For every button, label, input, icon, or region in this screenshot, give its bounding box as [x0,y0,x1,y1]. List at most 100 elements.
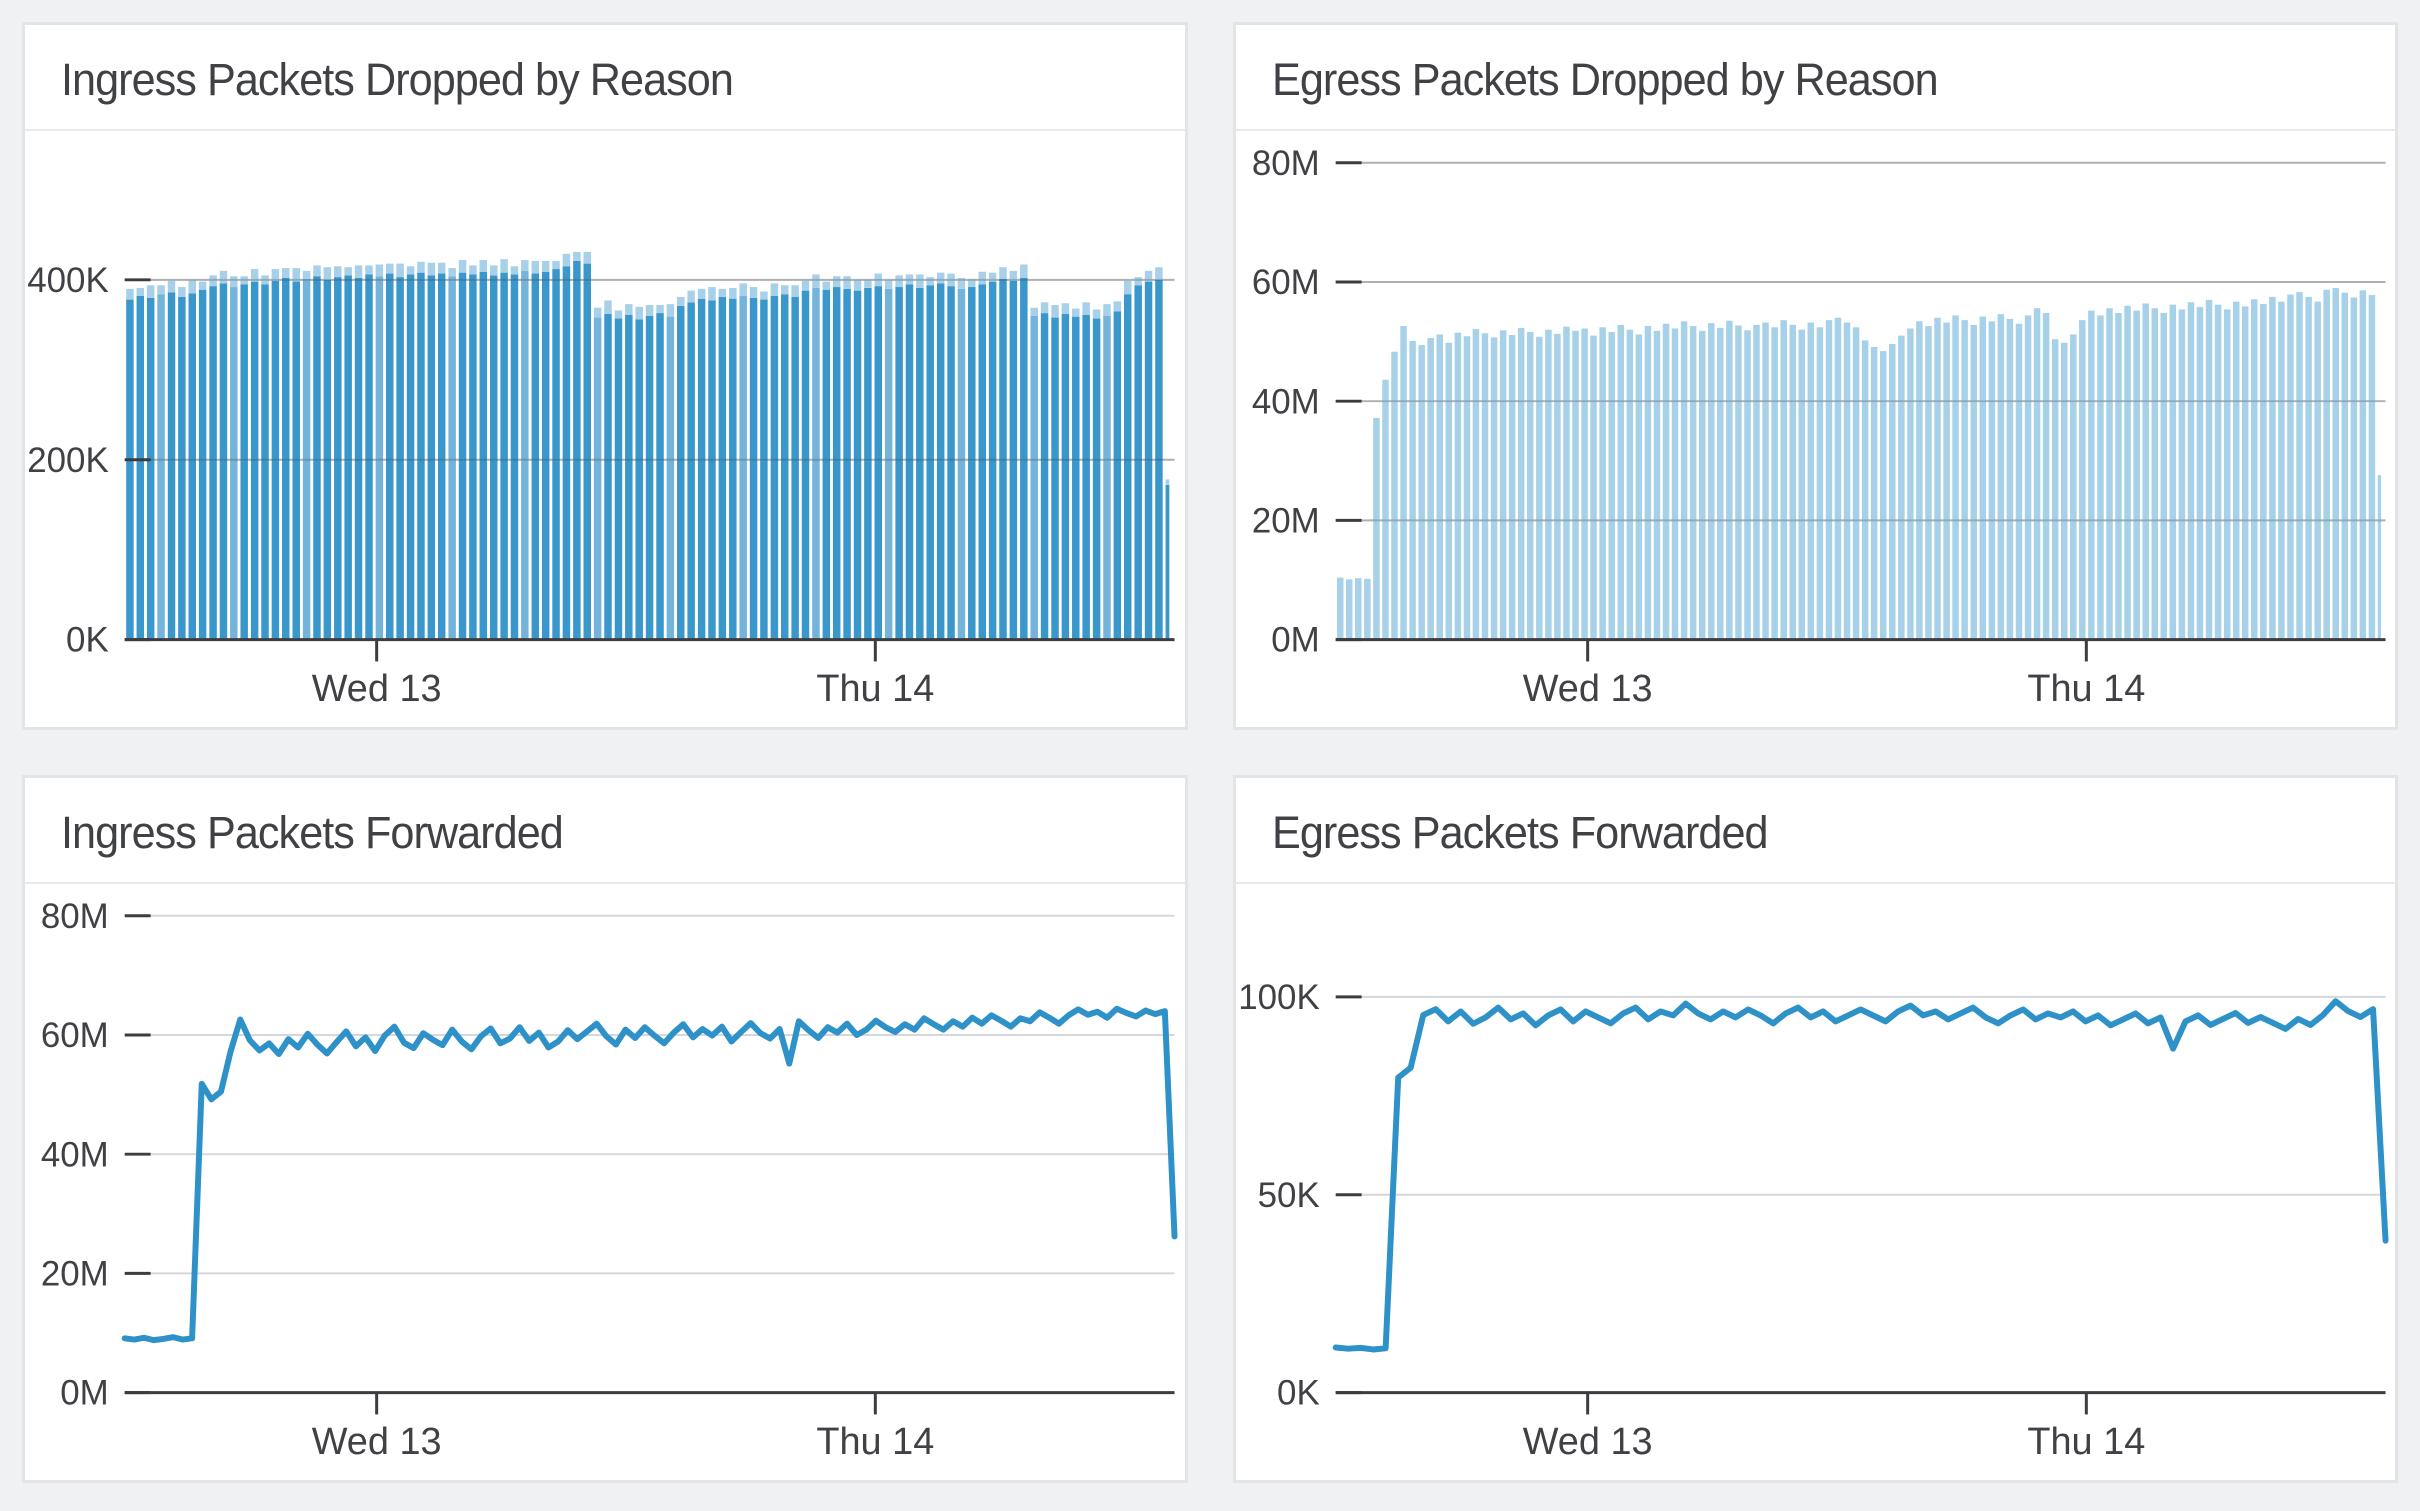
bar-top-segment[interactable] [749,287,758,298]
bar[interactable] [1499,330,1506,640]
bar-top-segment[interactable] [541,260,550,272]
bar[interactable] [936,283,945,640]
bar[interactable] [2160,312,2167,640]
bar[interactable] [2286,294,2294,640]
bar[interactable] [666,316,675,640]
bar[interactable] [1472,329,1479,640]
bar-top-segment[interactable] [614,310,623,319]
bar-top-segment[interactable] [230,276,238,288]
bar-top-segment[interactable] [874,273,883,287]
bar[interactable] [1798,329,1805,640]
bar-top-segment[interactable] [521,260,529,271]
bar[interactable] [1960,320,1968,640]
bar[interactable] [1399,326,1407,640]
bar[interactable] [1390,351,1398,640]
bar[interactable] [760,299,768,640]
bar[interactable] [1734,325,1742,640]
bar-top-segment[interactable] [1009,270,1018,281]
bar[interactable] [2024,315,2031,640]
bar[interactable] [198,289,207,640]
bar[interactable] [510,274,519,640]
bar-top-segment[interactable] [344,267,352,276]
bar-top-segment[interactable] [500,259,508,273]
bar[interactable] [2051,339,2058,640]
bar-top-segment[interactable] [853,279,862,291]
bar[interactable] [832,287,841,640]
bar-top-segment[interactable] [458,260,467,273]
bar-top-segment[interactable] [1155,267,1163,280]
bar[interactable] [2304,296,2312,640]
bar[interactable] [146,297,155,640]
bar[interactable] [801,290,810,640]
bar-top-segment[interactable] [1103,304,1111,316]
bar[interactable] [1617,324,1624,640]
bar[interactable] [1113,311,1122,640]
bar[interactable] [2096,315,2104,640]
bar[interactable] [1092,318,1101,640]
bar-top-segment[interactable] [250,269,259,282]
bar[interactable] [2277,301,2285,640]
bar[interactable] [1852,327,1859,640]
bar[interactable] [2141,303,2149,640]
bar[interactable] [437,273,446,640]
bar[interactable] [1562,326,1570,640]
bar[interactable] [448,276,456,640]
bar-top-segment[interactable] [406,266,415,275]
bar[interactable] [2241,306,2248,640]
bar[interactable] [874,286,883,640]
bar[interactable] [375,276,384,640]
bar-top-segment[interactable] [386,263,394,274]
bar-top-segment[interactable] [822,281,831,290]
bar[interactable] [250,281,259,640]
bar[interactable] [988,281,997,640]
bar[interactable] [1725,320,1733,640]
bar[interactable] [812,287,820,640]
bar[interactable] [625,314,633,640]
bar-top-segment[interactable] [1061,303,1070,315]
bar[interactable] [1030,315,1038,640]
bar-top-segment[interactable] [479,260,488,272]
bar[interactable] [739,295,747,640]
bar-top-segment[interactable] [240,276,248,285]
bar-top-segment[interactable] [895,275,903,288]
bar[interactable] [1481,333,1488,640]
bar[interactable] [313,276,321,640]
bar[interactable] [604,313,612,640]
bar[interactable] [1155,279,1163,640]
bar[interactable] [1535,336,1543,640]
bar[interactable] [1897,335,1905,640]
bar[interactable] [2223,309,2230,640]
bar[interactable] [302,278,311,640]
bar[interactable] [1165,484,1170,640]
bar[interactable] [1426,338,1434,640]
bar[interactable] [2295,292,2303,640]
bar-top-segment[interactable] [916,274,924,288]
bar-top-segment[interactable] [843,276,851,289]
bar[interactable] [1445,342,1452,640]
bar-top-segment[interactable] [884,279,893,289]
bar-top-segment[interactable] [448,268,456,277]
bar[interactable] [209,286,217,640]
bar-top-segment[interactable] [126,288,134,300]
bar-top-segment[interactable] [365,265,373,275]
bar[interactable] [1454,332,1461,640]
bar-top-segment[interactable] [978,271,986,285]
bar[interactable] [697,298,706,640]
bar[interactable] [2341,292,2348,640]
bar[interactable] [489,275,498,640]
bar-top-segment[interactable] [957,278,966,289]
bar[interactable] [240,284,248,640]
bar[interactable] [2060,342,2067,640]
bar[interactable] [1743,330,1751,640]
bar[interactable] [978,284,986,640]
bar[interactable] [1951,315,1959,640]
bar-top-segment[interactable] [1020,264,1028,279]
bar-top-segment[interactable] [573,251,581,261]
bar-top-segment[interactable] [136,287,145,296]
bar[interactable] [593,317,602,640]
bar-top-segment[interactable] [562,253,571,267]
bar[interactable] [1490,337,1497,640]
bar-top-segment[interactable] [739,283,747,296]
bar[interactable] [2151,308,2158,640]
bar-top-segment[interactable] [926,277,934,286]
